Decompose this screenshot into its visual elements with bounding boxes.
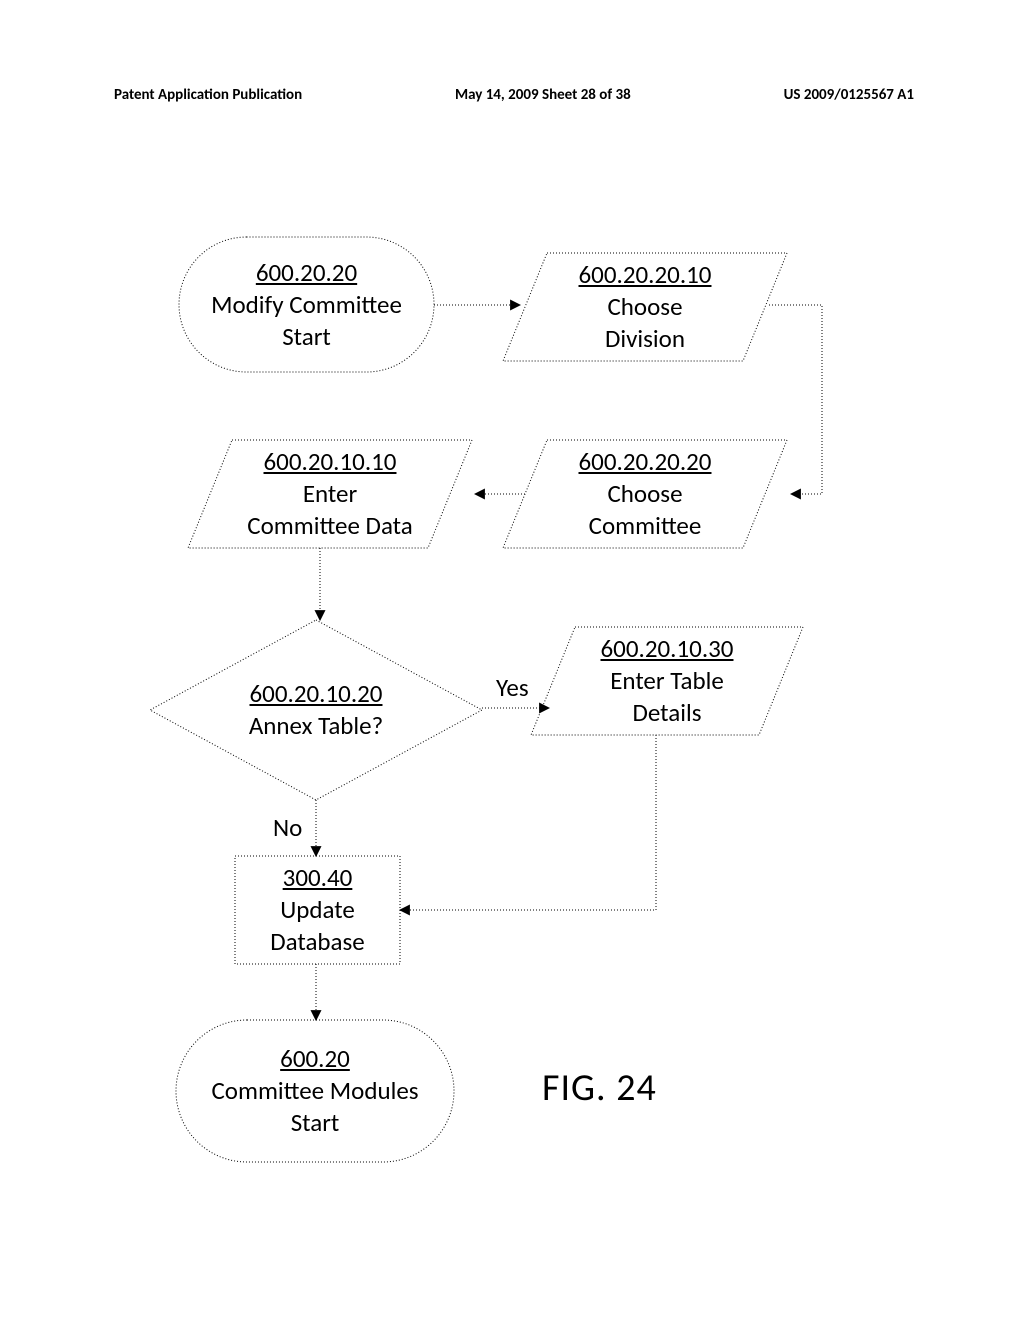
node-enter-table-details: 600.20.10.30 Enter Table Details <box>553 627 781 735</box>
node-update-database: 300.40 Update Database <box>235 856 400 964</box>
node-modify-committee-start: 600.20.20 Modify Committee Start <box>179 237 434 372</box>
edge-label-no: No <box>273 812 302 843</box>
node-enter-committee-data: 600.20.10.10 Enter Committee Data <box>210 440 450 548</box>
node-committee-modules-start: 600.20 Committee Modules Start <box>176 1020 454 1162</box>
node-choose-committee: 600.20.20.20 Choose Committee <box>525 440 765 548</box>
node-annex-table-decision: 600.20.10.20 Annex Table? <box>150 620 482 800</box>
node-choose-division: 600.20.20.10 Choose Division <box>525 253 765 361</box>
figure-caption: FIG. 24 <box>542 1065 657 1111</box>
edge-label-yes: Yes <box>496 672 529 703</box>
